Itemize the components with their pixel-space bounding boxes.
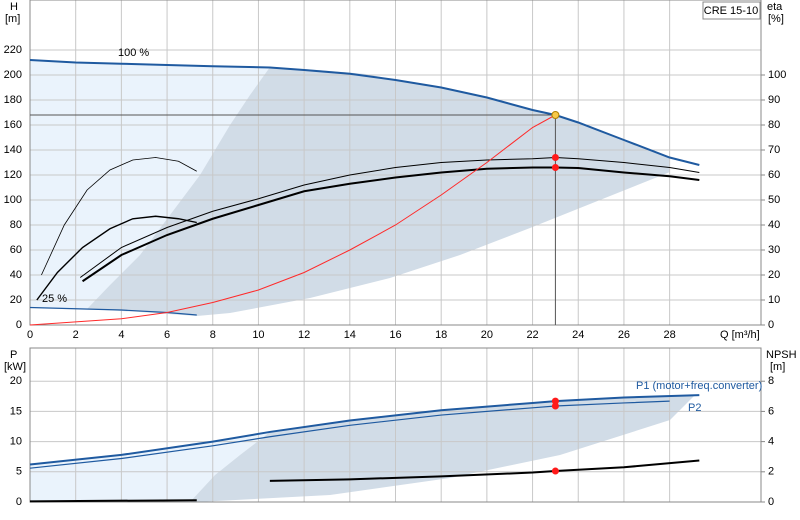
y-tick-label: 40 — [10, 269, 22, 281]
y-axis-unit: [kW] — [4, 361, 26, 373]
operating-point — [551, 402, 559, 410]
y-tick-label: 20 — [10, 294, 22, 306]
series-line — [36, 215, 197, 301]
y-tick-label: 15 — [10, 405, 22, 417]
y2-tick-label: 90 — [768, 94, 780, 106]
y2-axis-label: eta — [767, 1, 783, 13]
x-tick-label: 10 — [252, 329, 264, 341]
series-line — [79, 156, 700, 278]
y-tick-label: 160 — [4, 119, 22, 131]
y2-tick-label: 6 — [768, 405, 774, 417]
x-tick-label: 20 — [481, 329, 493, 341]
x-tick-label: 0 — [27, 329, 33, 341]
operating-point — [551, 467, 559, 475]
y-tick-label: 60 — [10, 244, 22, 256]
series-line — [29, 400, 670, 469]
operating-region — [87, 67, 670, 316]
y-tick-label: 0 — [16, 496, 22, 508]
operating-region — [190, 395, 695, 502]
y2-tick-label: 0 — [768, 496, 774, 508]
operating-point — [551, 154, 559, 161]
x-tick-label: 14 — [344, 329, 356, 341]
y-tick-label: 80 — [10, 219, 22, 231]
plot-frame — [29, 347, 762, 503]
series-label: P2 — [688, 402, 701, 414]
operating-point — [551, 397, 559, 405]
y-axis-label: H — [10, 1, 18, 13]
y2-tick-label: 4 — [768, 436, 774, 448]
y2-tick-label: 30 — [768, 244, 780, 256]
y-tick-label: 180 — [4, 94, 22, 106]
y2-tick-label: 20 — [768, 269, 780, 281]
y2-tick-label: 40 — [768, 219, 780, 231]
y-tick-label: 140 — [4, 144, 22, 156]
operating-point — [551, 111, 560, 119]
series-label: P1 (motor+freq.converter) — [636, 380, 762, 392]
y2-tick-label: 100 — [768, 69, 786, 81]
x-tick-label: 8 — [210, 329, 216, 341]
x-tick-label: 22 — [526, 329, 538, 341]
light-region — [30, 60, 270, 309]
annotation: 100 % — [118, 47, 149, 59]
y2-tick-label: 80 — [768, 119, 780, 131]
y2-tick-label: 70 — [768, 144, 780, 156]
series-line — [29, 394, 700, 466]
x-tick-label: 4 — [118, 329, 124, 341]
y2-tick-label: 50 — [768, 194, 780, 206]
series-line — [81, 166, 700, 283]
x-tick-label: 28 — [664, 329, 676, 341]
y2-axis-unit: [m] — [770, 361, 785, 373]
y-tick-label: 120 — [4, 169, 22, 181]
series-line — [29, 499, 197, 503]
series-line — [29, 306, 197, 316]
y-tick-label: 220 — [4, 44, 22, 56]
y-axis-unit: [m] — [5, 13, 20, 25]
series-line — [29, 114, 556, 326]
y2-tick-label: 10 — [768, 294, 780, 306]
series-line — [41, 157, 197, 276]
y-tick-label: 200 — [4, 69, 22, 81]
x-tick-label: 24 — [572, 329, 584, 341]
y2-tick-label: 60 — [768, 169, 780, 181]
operating-point — [551, 164, 559, 171]
chart-title: CRE 15-10 — [704, 5, 758, 17]
y-tick-label: 5 — [16, 466, 22, 478]
x-axis-label: Q [m³/h] — [720, 329, 760, 341]
y2-tick-label: 8 — [768, 375, 774, 387]
y2-axis-unit: [%] — [768, 13, 784, 25]
y-tick-label: 10 — [10, 436, 22, 448]
x-tick-label: 6 — [164, 329, 170, 341]
y-axis-label: P — [10, 349, 17, 361]
y2-axis-label: NPSH — [766, 349, 797, 361]
title-box — [702, 1, 761, 20]
light-region — [30, 432, 270, 502]
series-line — [29, 59, 700, 166]
y2-tick-label: 2 — [768, 466, 774, 478]
y-tick-label: 100 — [4, 194, 22, 206]
x-tick-label: 26 — [618, 329, 630, 341]
x-tick-label: 16 — [389, 329, 401, 341]
y2-tick-label: 0 — [768, 319, 774, 331]
annotation: 25 % — [42, 293, 67, 305]
x-tick-label: 18 — [435, 329, 447, 341]
series-line — [269, 459, 700, 482]
x-tick-label: 2 — [73, 329, 79, 341]
x-tick-label: 12 — [298, 329, 310, 341]
y-tick-label: 20 — [10, 375, 22, 387]
y-tick-label: 0 — [16, 319, 22, 331]
plot-frame — [29, 0, 762, 326]
